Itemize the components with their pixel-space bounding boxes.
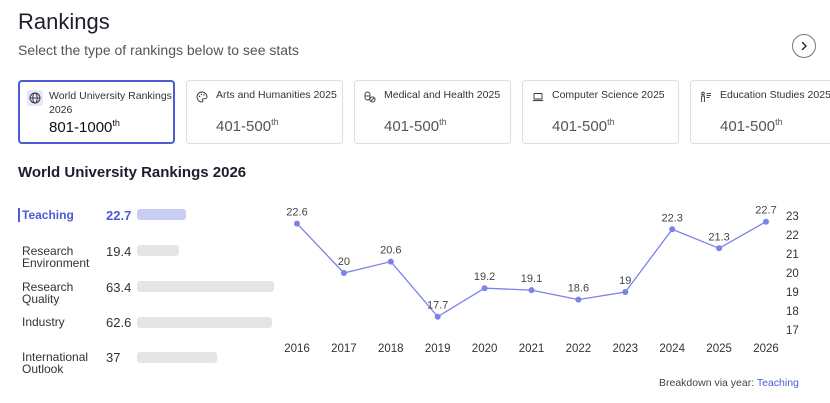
- metric-value: 37: [106, 350, 121, 365]
- data-label: 19.2: [474, 271, 495, 283]
- data-label: 20.6: [380, 245, 401, 257]
- x-tick-label: 2016: [284, 343, 310, 355]
- data-point[interactable]: [434, 313, 441, 320]
- metric-bar: [137, 209, 186, 220]
- data-point[interactable]: [387, 258, 394, 265]
- ranking-cards: World University Rankings 2026 801-1000t…: [18, 80, 830, 146]
- ranking-card-rank: 401-500th: [384, 117, 447, 136]
- x-tick-label: 2019: [425, 343, 451, 355]
- data-label: 22.6: [286, 207, 307, 219]
- ranking-card-label: Arts and Humanities 2025: [216, 89, 337, 101]
- ranking-card-world[interactable]: World University Rankings 2026 801-1000t…: [18, 80, 175, 144]
- data-label: 20: [338, 256, 350, 268]
- ranking-card-rank: 801-1000th: [49, 118, 120, 137]
- y-tick-label: 19: [786, 287, 799, 299]
- ranking-card-label: World University Rankings 2026: [49, 90, 172, 116]
- x-tick-label: 2024: [659, 343, 685, 355]
- page-title: Rankings: [18, 9, 110, 34]
- metric-label: Research Environment: [22, 244, 90, 270]
- data-label: 19.1: [521, 273, 542, 285]
- y-tick-label: 20: [786, 268, 799, 280]
- next-button[interactable]: [792, 34, 816, 58]
- ranking-card-arts[interactable]: Arts and Humanities 2025 401-500th: [186, 80, 343, 144]
- ranking-card-label: Education Studies 2025: [720, 89, 830, 101]
- data-point[interactable]: [294, 220, 300, 227]
- teacher-icon: [699, 90, 713, 104]
- data-label: 17.7: [427, 300, 448, 312]
- data-label: 22.7: [755, 205, 776, 217]
- x-tick-label: 2023: [613, 343, 639, 355]
- data-label: 19: [619, 275, 631, 287]
- data-label: 22.3: [661, 212, 682, 224]
- metric-bar: [137, 317, 272, 328]
- globe-icon: [27, 90, 43, 106]
- x-tick-label: 2020: [472, 343, 498, 355]
- ranking-card-rank: 401-500th: [552, 117, 615, 136]
- metric-value: 19.4: [106, 244, 132, 259]
- ranking-card-rank: 401-500th: [720, 117, 783, 136]
- y-tick-label: 21: [786, 249, 799, 261]
- chevron-right-icon: [801, 41, 807, 51]
- x-tick-label: 2022: [566, 343, 592, 355]
- metric-label: International Outlook: [22, 350, 89, 376]
- data-point[interactable]: [528, 287, 535, 294]
- metric-bar: [137, 352, 217, 363]
- breakdown-link[interactable]: Teaching: [756, 377, 799, 389]
- metric-label: Industry: [22, 315, 65, 329]
- y-tick-label: 22: [786, 230, 799, 242]
- ranking-card-computer[interactable]: Computer Science 2025 401-500th: [522, 80, 679, 144]
- ranking-card-medical[interactable]: Medical and Health 2025 401-500th: [354, 80, 511, 144]
- metric-bar: [137, 281, 274, 292]
- teaching-trend-chart: 22.6201620201720.6201817.7201919.2202019…: [284, 205, 799, 355]
- laptop-icon: [531, 90, 545, 104]
- data-point[interactable]: [575, 296, 582, 303]
- data-point[interactable]: [763, 218, 769, 225]
- data-point[interactable]: [716, 245, 723, 252]
- section-title: World University Rankings 2026: [18, 164, 247, 181]
- x-tick-label: 2021: [519, 343, 545, 355]
- y-tick-label: 18: [786, 306, 799, 318]
- palette-icon: [195, 90, 209, 104]
- metric-label: Teaching: [22, 208, 74, 222]
- x-tick-label: 2017: [331, 343, 357, 355]
- metric-label: Research Quality: [22, 280, 74, 306]
- ranking-card-label: Medical and Health 2025: [384, 89, 501, 101]
- ranking-card-education[interactable]: Education Studies 2025 401-500th: [690, 80, 830, 144]
- data-point[interactable]: [340, 270, 347, 276]
- active-indicator: [18, 208, 20, 222]
- data-point[interactable]: [481, 285, 488, 292]
- x-tick-label: 2026: [753, 343, 779, 355]
- data-point[interactable]: [622, 289, 629, 295]
- y-tick-label: 23: [786, 211, 799, 223]
- ranking-card-label: Computer Science 2025: [552, 89, 665, 101]
- page-subtitle: Select the type of rankings below to see…: [18, 42, 299, 58]
- metric-value: 22.7: [106, 208, 132, 223]
- x-tick-label: 2018: [378, 343, 404, 355]
- metric-bar: [137, 245, 179, 256]
- data-label: 21.3: [708, 231, 729, 243]
- data-point[interactable]: [669, 226, 676, 233]
- pills-icon: [363, 90, 377, 104]
- series-line: [296, 221, 767, 318]
- breakdown-footer: Breakdown via year: Teaching: [659, 377, 799, 389]
- data-label: 18.6: [568, 283, 589, 295]
- ranking-card-rank: 401-500th: [216, 117, 279, 136]
- x-tick-label: 2025: [706, 343, 732, 355]
- breakdown-text: Breakdown via year:: [659, 377, 757, 389]
- metric-value: 63.4: [106, 280, 132, 295]
- y-tick-label: 17: [786, 325, 799, 337]
- metric-value: 62.6: [106, 315, 132, 330]
